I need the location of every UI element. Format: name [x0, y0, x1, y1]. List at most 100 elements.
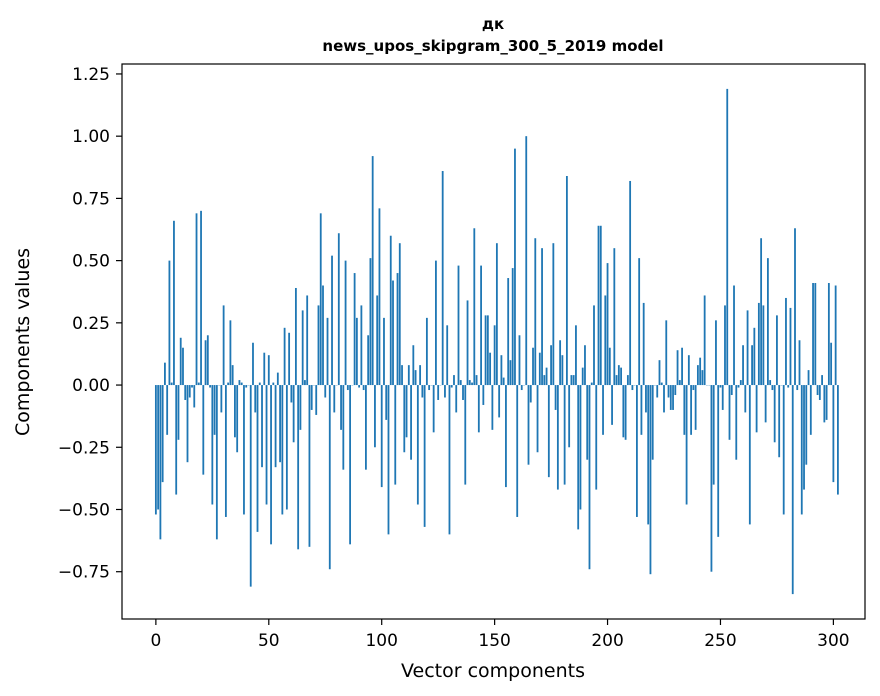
bar-47 [261, 385, 263, 468]
bar-215 [640, 385, 643, 435]
y-tick-label: −0.50 [58, 500, 110, 520]
bar-96 [371, 156, 374, 386]
bar-252 [724, 305, 726, 386]
bar-64 [299, 385, 302, 430]
bar-218 [647, 385, 650, 525]
bar-238 [692, 385, 695, 391]
bar-165 [527, 385, 530, 465]
bar-201 [608, 347, 611, 386]
bar-147 [486, 315, 489, 386]
bar-295 [821, 375, 823, 386]
bar-99 [378, 208, 381, 386]
bar-45 [256, 385, 259, 532]
bar-273 [771, 385, 774, 391]
bar-193 [590, 382, 593, 386]
y-tick-label: −0.25 [58, 438, 110, 458]
bar-280 [787, 385, 790, 388]
bar-72 [317, 305, 320, 386]
bar-124 [435, 260, 437, 386]
bar-180 [561, 355, 564, 386]
bar-211 [631, 385, 634, 391]
bar-198 [602, 385, 604, 435]
bar-115 [414, 370, 417, 386]
bar-217 [645, 385, 647, 413]
bar-53 [274, 385, 277, 468]
bar-181 [563, 385, 566, 485]
bar-21 [202, 385, 205, 475]
bar-103 [387, 385, 390, 535]
bar-182 [565, 176, 568, 386]
bar-112 [407, 365, 410, 386]
bar-219 [649, 385, 652, 575]
bar-223 [658, 360, 661, 386]
bar-294 [818, 385, 821, 400]
bar-162 [520, 385, 523, 391]
bar-301 [834, 285, 837, 386]
bar-278 [782, 385, 785, 515]
bar-279 [785, 297, 787, 386]
bar-92 [362, 385, 365, 391]
bar-254 [728, 385, 731, 440]
bar-228 [669, 385, 672, 410]
bar-270 [764, 385, 767, 423]
bar-256 [733, 285, 735, 386]
bar-149 [491, 385, 494, 430]
bar-35 [234, 385, 236, 438]
bar-204 [615, 375, 618, 386]
bar-232 [678, 380, 681, 386]
bar-269 [762, 305, 765, 386]
bar-203 [613, 248, 616, 386]
bar-125 [437, 385, 440, 400]
x-axis-label: Vector components [401, 660, 585, 682]
bar-291 [812, 283, 814, 386]
bar-208 [624, 385, 627, 440]
bar-188 [579, 385, 582, 510]
bar-146 [484, 315, 487, 386]
bar-83 [342, 385, 345, 470]
bar-42 [249, 385, 252, 587]
bar-289 [807, 370, 810, 386]
y-tick-label: 0.25 [72, 314, 110, 334]
bar-156 [507, 278, 510, 386]
bar-263 [748, 385, 751, 525]
bar-292 [814, 283, 817, 386]
bar-62 [294, 287, 297, 386]
y-tick-label: 1.25 [72, 65, 110, 85]
bar-104 [389, 235, 392, 386]
bar-283 [794, 228, 796, 386]
bar-22 [204, 340, 207, 386]
bar-106 [394, 385, 397, 485]
bar-12 [182, 347, 184, 386]
bar-240 [696, 365, 699, 386]
y-tick-label: −0.75 [58, 563, 110, 583]
bar-248 [715, 320, 717, 386]
bar-296 [823, 385, 826, 423]
bar-34 [231, 365, 234, 386]
bar-113 [410, 385, 412, 460]
bar-255 [730, 385, 733, 396]
x-tick-label: 150 [478, 631, 510, 651]
bar-95 [369, 258, 372, 386]
bar-236 [687, 355, 690, 386]
bar-145 [482, 385, 485, 405]
bar-262 [746, 310, 749, 386]
bar-14 [186, 385, 189, 463]
bar-275 [776, 315, 778, 386]
bar-152 [498, 385, 501, 418]
bar-172 [543, 375, 546, 386]
bar-195 [595, 385, 598, 490]
bar-259 [739, 380, 742, 386]
bar-77 [328, 385, 331, 570]
bar-54 [276, 372, 279, 386]
bar-148 [489, 352, 492, 386]
bar-91 [360, 305, 363, 386]
bar-276 [778, 385, 781, 458]
y-tick-label: 1.00 [72, 127, 110, 147]
bar-302 [837, 385, 839, 495]
bar-132 [453, 375, 455, 386]
bar-121 [428, 385, 431, 391]
bar-178 [556, 385, 559, 490]
bar-61 [292, 385, 295, 443]
bar-24 [209, 385, 211, 388]
